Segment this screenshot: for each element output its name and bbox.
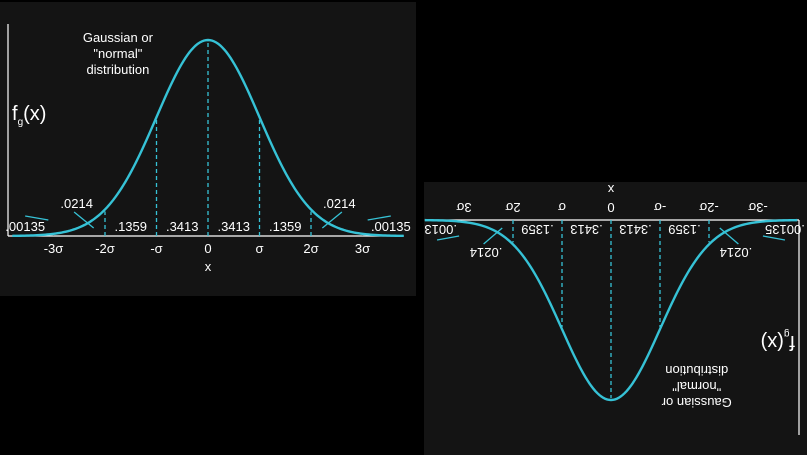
gaussian-chart-rotated-panel: Gaussian or "normal" distribution fg(x) -3σ -… bbox=[424, 182, 807, 455]
x-tick-label: -σ bbox=[654, 200, 666, 215]
pointer-arrow bbox=[25, 215, 49, 221]
x-tick-label: -3σ bbox=[44, 241, 64, 256]
region-probability-label: .0214 bbox=[470, 245, 503, 260]
pointer-arrow bbox=[483, 227, 503, 245]
x-tick-label: 3σ bbox=[355, 241, 370, 256]
pointer-arrow bbox=[762, 235, 786, 241]
chart-title-line: Gaussian or bbox=[83, 30, 154, 45]
gaussian-chart-rotated-svg: Gaussian or"normal"distribution fg(x) -3σ -… bbox=[424, 182, 805, 435]
chart-title-line: Gaussian or bbox=[661, 395, 732, 410]
x-tick-label: 0 bbox=[204, 241, 211, 256]
chart-title-line: distribution bbox=[86, 62, 149, 77]
chart-title-line: distribution bbox=[665, 363, 728, 378]
pointer-arrow bbox=[321, 211, 343, 229]
x-tick-label: 2σ bbox=[303, 241, 318, 256]
chart-group: Gaussian or"normal"distribution fg(x) -3σ -… bbox=[5, 24, 411, 274]
pointer-arrow bbox=[73, 211, 95, 229]
region-probability-label: .3413 bbox=[166, 219, 199, 234]
x-tick-label: 2σ bbox=[505, 200, 520, 215]
chart-group: Gaussian or"normal"distribution fg(x) -3σ -… bbox=[424, 182, 805, 435]
x-tick-label: σ bbox=[255, 241, 263, 256]
gaussian-chart-panel: Gaussian or "normal" distribution fg(x) -3σ -… bbox=[0, 2, 416, 296]
x-axis-label: x bbox=[205, 259, 212, 274]
x-axis-label: x bbox=[607, 182, 614, 197]
x-tick-label: σ bbox=[558, 200, 566, 215]
x-tick-label: -σ bbox=[150, 241, 162, 256]
y-axis-label: fg(x) bbox=[12, 103, 46, 128]
x-tick-label: -3σ bbox=[748, 200, 768, 215]
x-tick-label: 3σ bbox=[456, 200, 471, 215]
region-probability-label: .3413 bbox=[217, 219, 250, 234]
gaussian-curve bbox=[424, 218, 798, 402]
region-probability-label: .00135 bbox=[371, 219, 411, 234]
region-probability-label: .1359 bbox=[114, 219, 147, 234]
region-probability-label: .00135 bbox=[5, 219, 45, 234]
pointer-arrow bbox=[719, 227, 739, 245]
region-probability-label: .1359 bbox=[269, 219, 302, 234]
x-tick-label: 0 bbox=[607, 200, 614, 215]
region-probability-label: .00135 bbox=[424, 222, 457, 237]
y-axis-label: fg(x) bbox=[761, 328, 795, 353]
chart-title-line: "normal" bbox=[672, 379, 721, 394]
pointer-arrow bbox=[436, 235, 460, 241]
x-tick-label: -2σ bbox=[699, 200, 719, 215]
x-tick-label: -2σ bbox=[95, 241, 115, 256]
region-probability-label: .0214 bbox=[60, 196, 93, 211]
gaussian-chart-svg: Gaussian or"normal"distribution fg(x) -3σ -… bbox=[5, 24, 411, 274]
chart-title-line: "normal" bbox=[93, 46, 142, 61]
region-probability-label: .1359 bbox=[521, 222, 554, 237]
region-probability-label: .3413 bbox=[570, 222, 603, 237]
region-probability-label: .1359 bbox=[668, 222, 701, 237]
region-probability-label: .0214 bbox=[323, 196, 356, 211]
gaussian-curve bbox=[12, 38, 404, 238]
pointer-arrow bbox=[367, 215, 391, 221]
region-probability-label: .3413 bbox=[619, 222, 652, 237]
region-probability-label: .00135 bbox=[765, 222, 805, 237]
region-probability-label: .0214 bbox=[720, 245, 753, 260]
